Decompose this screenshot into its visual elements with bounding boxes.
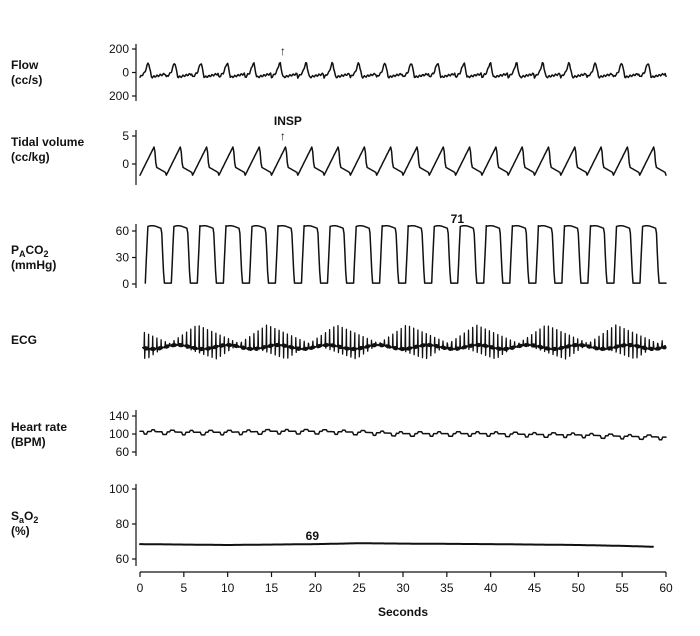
- traces-group: [139, 61, 667, 548]
- paco2-label-p: P: [11, 243, 19, 257]
- x-tick-label: 5: [180, 581, 187, 595]
- sao2-label-sub-a: a: [19, 515, 25, 525]
- tidal-volume-label-line1: Tidal volume: [11, 135, 84, 149]
- sao2-label-sub-2: 2: [33, 515, 38, 525]
- insp-arrow: ↑: [280, 129, 286, 143]
- x-tick-label: 20: [309, 581, 323, 595]
- flow-y-tick-label: 200: [109, 42, 129, 56]
- x-tick-label: 30: [396, 581, 410, 595]
- sao2-label-o: O: [24, 509, 33, 523]
- paco2-value-annotation: 71: [451, 212, 465, 226]
- heart-rate-trace: [139, 428, 667, 441]
- x-tick-label: 10: [221, 581, 235, 595]
- x-tick-label: 40: [484, 581, 498, 595]
- sao2-value-annotation: 69: [306, 529, 320, 543]
- x-tick-label: 60: [659, 581, 673, 595]
- tidal-volume-y-tick-label: 5: [122, 129, 129, 143]
- tidal-volume-label-line2: (cc/kg): [11, 150, 50, 164]
- ecg-label: ECG: [11, 333, 37, 347]
- axes-group: 200 0 200 5 0 60 30 0 140 100 60 100 80 60: [109, 42, 137, 566]
- sao2-label: SaO2: [11, 509, 38, 525]
- paco2-y-tick-label: 30: [116, 251, 130, 265]
- x-tick-label: 55: [615, 581, 629, 595]
- heart-rate-y-tick-label: 60: [116, 445, 130, 459]
- flow-y-tick-label: 200: [109, 89, 129, 103]
- x-tick-label: 50: [572, 581, 586, 595]
- heart-rate-y-tick-label: 100: [109, 427, 129, 441]
- flow-label-line2: (cc/s): [11, 73, 42, 87]
- paco2-label: PACO2: [11, 243, 49, 259]
- insp-annotation: INSP: [274, 114, 302, 128]
- paco2-y-tick-label: 0: [122, 277, 129, 291]
- x-tick-label: 15: [265, 581, 279, 595]
- sao2-trace: [139, 542, 654, 548]
- x-tick-label: 25: [352, 581, 366, 595]
- heart-rate-y-tick-label: 140: [109, 409, 129, 423]
- sao2-y-tick-label: 100: [109, 482, 129, 496]
- x-axis-group: 0 5 10 15 20 25 30 35 40 45 50 55 60: [137, 571, 673, 595]
- x-tick-label: 45: [528, 581, 542, 595]
- sao2-y-tick-label: 60: [116, 552, 130, 566]
- heart-rate-label-line2: (BPM): [11, 435, 46, 449]
- flow-trace: [139, 61, 667, 79]
- x-axis-title: Seconds: [378, 605, 428, 619]
- x-tick-label: 35: [440, 581, 454, 595]
- flow-inspiration-arrow: ↑: [280, 44, 286, 58]
- sao2-label-s: S: [11, 509, 19, 523]
- paco2-label-co: CO: [26, 243, 44, 257]
- paco2-label-line2: (mmHg): [11, 258, 56, 272]
- flow-y-tick-label: 0: [122, 66, 129, 80]
- sao2-y-tick-label: 80: [116, 517, 130, 531]
- x-tick-label: 0: [137, 581, 144, 595]
- ecg-trace: [141, 324, 667, 360]
- tidal-volume-y-tick-label: 0: [122, 157, 129, 171]
- heart-rate-label-line1: Heart rate: [11, 420, 67, 434]
- sao2-label-line2: (%): [11, 524, 30, 538]
- tidal-volume-trace: [139, 146, 667, 176]
- paco2-trace: [144, 224, 667, 284]
- paco2-label-sub-a: A: [19, 249, 26, 259]
- paco2-label-sub-2: 2: [44, 249, 49, 259]
- flow-label-line1: Flow: [11, 58, 39, 72]
- paco2-y-tick-label: 60: [116, 224, 130, 238]
